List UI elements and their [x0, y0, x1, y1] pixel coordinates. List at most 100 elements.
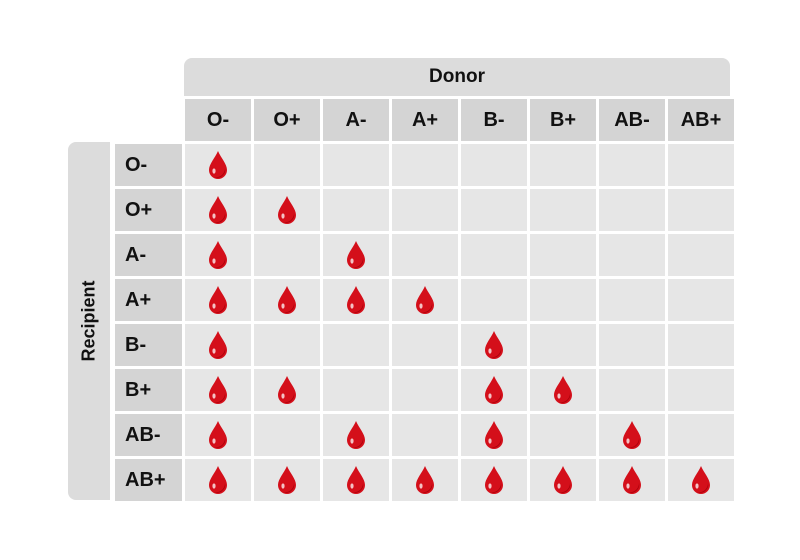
blood-drop-icon: [485, 421, 503, 449]
blood-drop-icon: [278, 376, 296, 404]
blood-drop-icon: [485, 331, 503, 359]
compatible-cell: [185, 279, 251, 321]
blood-drop-icon: [278, 196, 296, 224]
blood-drop-icon: [278, 286, 296, 314]
compatible-cell: [185, 189, 251, 231]
compatible-cell: [461, 324, 527, 366]
compatible-cell: [392, 279, 458, 321]
blood-drop-icon: [209, 376, 227, 404]
compatible-cell: [392, 459, 458, 501]
blood-drop-icon: [554, 376, 572, 404]
compatible-cell: [185, 414, 251, 456]
compatible-cell: [323, 459, 389, 501]
compatible-cell: [254, 279, 320, 321]
incompatible-cell: [599, 234, 665, 276]
incompatible-cell: [668, 414, 734, 456]
compatible-cell: [461, 414, 527, 456]
blood-drop-icon: [623, 466, 641, 494]
blood-drop-icon: [485, 466, 503, 494]
incompatible-cell: [323, 144, 389, 186]
blood-drop-icon: [347, 466, 365, 494]
compatible-cell: [185, 324, 251, 366]
incompatible-cell: [530, 144, 596, 186]
donor-column-header: A-: [323, 99, 389, 141]
incompatible-cell: [668, 369, 734, 411]
blood-drop-icon: [347, 286, 365, 314]
compatible-cell: [599, 414, 665, 456]
blood-drop-icon: [623, 421, 641, 449]
donor-header: Donor: [184, 58, 730, 96]
incompatible-cell: [461, 279, 527, 321]
incompatible-cell: [461, 234, 527, 276]
incompatible-cell: [323, 324, 389, 366]
incompatible-cell: [254, 234, 320, 276]
blood-drop-icon: [347, 421, 365, 449]
incompatible-cell: [392, 189, 458, 231]
recipient-row-header: A-: [115, 234, 182, 276]
incompatible-cell: [254, 144, 320, 186]
incompatible-cell: [392, 324, 458, 366]
incompatible-cell: [599, 324, 665, 366]
compatible-cell: [668, 459, 734, 501]
compatible-cell: [530, 459, 596, 501]
recipient-row-header: O-: [115, 144, 182, 186]
compatible-cell: [530, 369, 596, 411]
incompatible-cell: [668, 324, 734, 366]
blood-drop-icon: [209, 241, 227, 269]
compatible-cell: [185, 144, 251, 186]
compatible-cell: [323, 414, 389, 456]
blood-drop-icon: [278, 466, 296, 494]
blood-drop-icon: [209, 421, 227, 449]
donor-column-header: AB-: [599, 99, 665, 141]
incompatible-cell: [668, 279, 734, 321]
incompatible-cell: [668, 189, 734, 231]
recipient-row-header: B-: [115, 324, 182, 366]
compatible-cell: [323, 279, 389, 321]
blood-drop-icon: [209, 151, 227, 179]
donor-column-header: B-: [461, 99, 527, 141]
incompatible-cell: [599, 189, 665, 231]
compatible-cell: [254, 189, 320, 231]
blood-drop-icon: [416, 286, 434, 314]
incompatible-cell: [461, 189, 527, 231]
compatible-cell: [254, 369, 320, 411]
donor-column-header: O-: [185, 99, 251, 141]
corner-spacer: [115, 99, 182, 141]
recipient-row-header: AB+: [115, 459, 182, 501]
incompatible-cell: [392, 234, 458, 276]
blood-drop-icon: [209, 331, 227, 359]
blood-drop-icon: [209, 196, 227, 224]
incompatible-cell: [530, 414, 596, 456]
compatible-cell: [599, 459, 665, 501]
incompatible-cell: [392, 414, 458, 456]
donor-column-header: A+: [392, 99, 458, 141]
donor-column-header: B+: [530, 99, 596, 141]
recipient-title: Recipient: [78, 280, 99, 362]
compatible-cell: [461, 369, 527, 411]
incompatible-cell: [392, 144, 458, 186]
incompatible-cell: [323, 369, 389, 411]
blood-drop-icon: [209, 286, 227, 314]
compatible-cell: [461, 459, 527, 501]
recipient-header: Recipient: [68, 142, 110, 500]
incompatible-cell: [668, 234, 734, 276]
incompatible-cell: [461, 144, 527, 186]
incompatible-cell: [668, 144, 734, 186]
incompatible-cell: [323, 189, 389, 231]
compatible-cell: [254, 459, 320, 501]
incompatible-cell: [530, 324, 596, 366]
incompatible-cell: [392, 369, 458, 411]
incompatible-cell: [254, 324, 320, 366]
recipient-row-header: B+: [115, 369, 182, 411]
incompatible-cell: [530, 279, 596, 321]
compatible-cell: [185, 459, 251, 501]
incompatible-cell: [530, 234, 596, 276]
recipient-row-header: AB-: [115, 414, 182, 456]
compatible-cell: [323, 234, 389, 276]
blood-drop-icon: [416, 466, 434, 494]
incompatible-cell: [530, 189, 596, 231]
donor-title: Donor: [429, 66, 485, 87]
incompatible-cell: [254, 414, 320, 456]
compatible-cell: [185, 369, 251, 411]
blood-drop-icon: [347, 241, 365, 269]
